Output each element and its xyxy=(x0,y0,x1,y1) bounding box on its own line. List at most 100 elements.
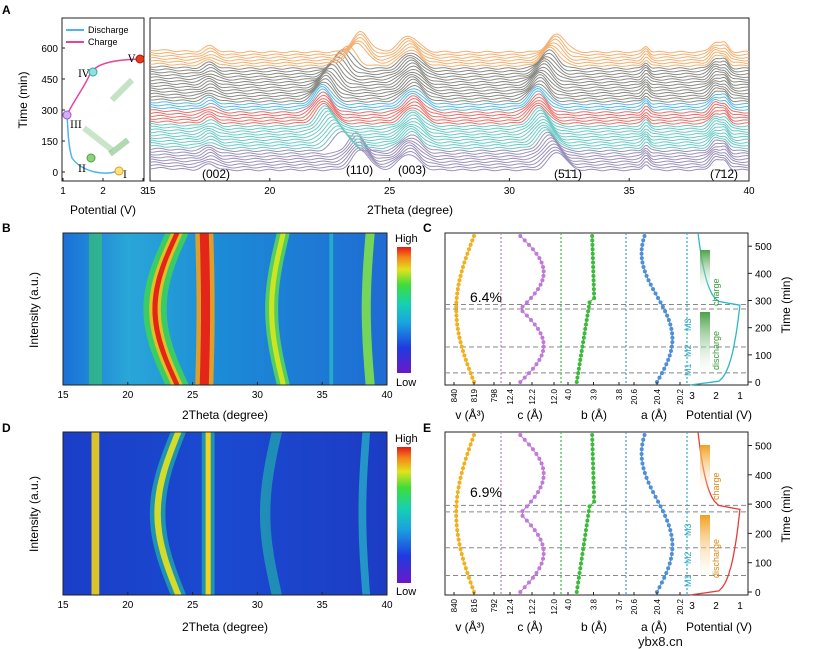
c-axis-point xyxy=(520,304,525,309)
panel-c-xlabel-c: c (Å) xyxy=(517,407,542,422)
b-axis-point xyxy=(581,542,586,547)
volume-point xyxy=(458,475,463,480)
stage-iii-marker xyxy=(62,110,72,120)
a-axis-point xyxy=(642,234,647,238)
panel-e-discharge-text: discharge xyxy=(711,539,721,578)
xrd-pattern-line xyxy=(149,98,750,120)
b-axis-point xyxy=(575,375,580,380)
b-xtick-label: 30 xyxy=(252,390,264,401)
b-axis-point xyxy=(581,340,586,345)
b-axis-point xyxy=(584,318,589,323)
volume-point xyxy=(470,375,475,380)
c-axis-point xyxy=(522,375,527,380)
xrd-pattern-line xyxy=(149,144,750,166)
b-axis-point xyxy=(576,366,581,371)
xrd-pattern-line xyxy=(149,74,750,98)
b-axis-tick-label: 3.8 xyxy=(590,598,599,610)
volume-series xyxy=(455,434,475,593)
a-axis-point xyxy=(657,585,662,590)
volume-point xyxy=(455,326,460,331)
volume-point xyxy=(466,447,471,452)
c-axis-point xyxy=(541,273,546,278)
arrow-a-3 xyxy=(109,77,135,103)
panel-c-discharge-text: discharge xyxy=(711,331,721,370)
b-axis-point xyxy=(579,556,584,561)
volume-tick-label: 819 xyxy=(470,388,479,402)
arrow-a-2 xyxy=(82,125,114,153)
time-tick-label: 300 xyxy=(755,297,772,308)
panel-a-time-label: Time (min) xyxy=(16,72,30,129)
b-axis-point xyxy=(591,282,596,287)
map-band-002 xyxy=(88,233,102,385)
a-axis-point xyxy=(640,461,645,466)
a-axis-point xyxy=(662,366,667,371)
c-axis-tick-label: 12.2 xyxy=(528,598,537,614)
a-axis-point xyxy=(648,282,653,287)
panel-b-colorbar xyxy=(397,247,411,373)
a-axis-point xyxy=(670,537,675,542)
b-axis-tick-label: 4.0 xyxy=(564,388,573,400)
a-axis-point xyxy=(640,242,645,247)
b-axis-point xyxy=(585,518,590,523)
panel-e-discharge-arrow xyxy=(700,515,710,585)
discharge-curve xyxy=(66,114,119,174)
volume-point xyxy=(463,566,468,571)
time-tick-label: 100 xyxy=(755,351,772,362)
a-axis-point xyxy=(659,371,664,376)
c-axis-point xyxy=(534,452,539,457)
volume-point xyxy=(462,561,467,566)
panel-c-m2: M2 xyxy=(683,344,693,357)
b-axis-tick-label: 3.9 xyxy=(590,388,599,400)
stage-iv-label: IV xyxy=(78,69,90,80)
xrd-pattern-line xyxy=(149,100,750,122)
c-axis-series xyxy=(519,235,545,383)
panel-b-map-bg xyxy=(63,233,387,385)
c-axis-tick-label: 12.2 xyxy=(528,388,537,404)
b-axis-point xyxy=(590,447,595,452)
panel-d-xlabel: 2Theta (degree) xyxy=(182,620,268,634)
time-tick-label: 0 xyxy=(755,588,761,599)
a-axis-point xyxy=(639,452,644,457)
volume-point xyxy=(457,278,462,283)
xrd-pattern-line xyxy=(149,78,750,100)
xrd-pattern-line xyxy=(149,85,750,109)
map-band-511-core xyxy=(269,233,286,385)
xrd-pattern-line xyxy=(149,132,750,155)
volume-point xyxy=(457,480,462,485)
panel-a-xrd-frame xyxy=(149,17,750,182)
xrd-pattern-line xyxy=(149,56,750,78)
potential-tick-label: 1 xyxy=(737,601,743,612)
volume-point xyxy=(463,456,468,461)
volume-point xyxy=(459,551,464,556)
panel-e-xlabel-c: c (Å) xyxy=(517,619,542,634)
panel-e-m3: M3 xyxy=(683,523,693,536)
c-axis-point xyxy=(529,499,534,504)
panel-c-xlabel-a: a (Å) xyxy=(641,407,667,422)
a-xtick-label: 20 xyxy=(264,186,276,197)
xrd-pattern-line xyxy=(149,33,750,57)
a-axis-point xyxy=(667,561,672,566)
c-axis-point xyxy=(535,287,540,292)
map-band-002 xyxy=(91,432,100,595)
a-xtick-label: 40 xyxy=(743,186,755,197)
volume-point xyxy=(455,532,460,537)
volume-point xyxy=(454,518,459,523)
c-axis-point xyxy=(532,528,537,533)
c-axis-point xyxy=(541,344,546,349)
volume-point xyxy=(470,238,475,243)
panel-c-xlabel-v: v (Å³) xyxy=(455,407,484,422)
volume-point xyxy=(459,471,464,476)
b-axis-point xyxy=(586,309,591,314)
c-axis-point xyxy=(539,561,544,566)
a-left-ytick-label: 150 xyxy=(41,137,58,148)
c-axis-tick-label: 12.0 xyxy=(550,388,559,404)
b-axis-point xyxy=(586,304,591,309)
b-axis-point xyxy=(592,295,597,300)
volume-point xyxy=(463,256,468,261)
c-axis-point xyxy=(540,542,545,547)
a-axis-point xyxy=(639,251,644,256)
volume-point xyxy=(465,362,470,367)
b-axis-series xyxy=(576,235,595,383)
c-axis-point xyxy=(524,300,529,305)
